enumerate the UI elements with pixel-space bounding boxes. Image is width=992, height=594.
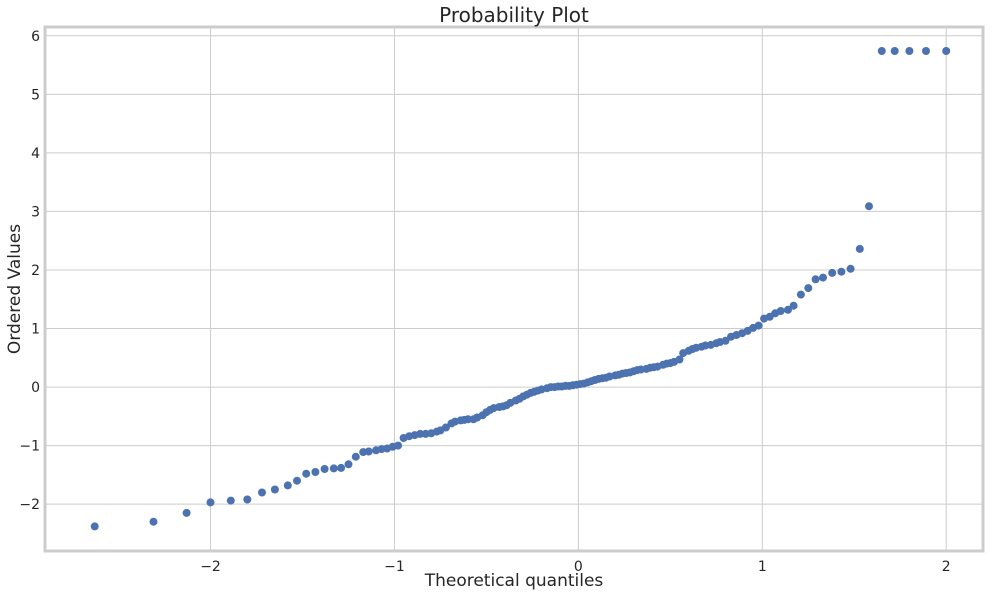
data-point bbox=[784, 305, 792, 314]
y-tick-label: 2 bbox=[31, 263, 40, 279]
data-point bbox=[776, 307, 785, 315]
data-point bbox=[270, 485, 279, 494]
data-point bbox=[90, 522, 99, 531]
data-point bbox=[441, 423, 450, 432]
x-tick-label: 1 bbox=[758, 559, 767, 575]
y-axis-label: Ordered Values bbox=[5, 224, 25, 354]
y-tick-label: 5 bbox=[31, 87, 40, 103]
data-point bbox=[754, 321, 763, 330]
y-tick-label: 0 bbox=[31, 380, 40, 396]
data-point bbox=[283, 481, 292, 490]
y-tick-label: 6 bbox=[31, 29, 40, 45]
data-point bbox=[837, 267, 846, 276]
data-point bbox=[464, 415, 472, 424]
data-point bbox=[721, 336, 730, 345]
data-point bbox=[890, 47, 899, 55]
chart-title: Probability Plot bbox=[439, 3, 589, 27]
data-point bbox=[416, 429, 425, 438]
data-point bbox=[819, 273, 827, 282]
plot-frame bbox=[43, 25, 985, 553]
x-tick-label: −1 bbox=[384, 559, 405, 575]
y-tick-label: −1 bbox=[19, 439, 40, 455]
data-point bbox=[182, 508, 191, 517]
data-point bbox=[905, 47, 914, 55]
data-point bbox=[942, 47, 951, 55]
data-point bbox=[877, 47, 886, 55]
data-point bbox=[351, 452, 360, 461]
data-point bbox=[865, 202, 873, 211]
data-point bbox=[337, 463, 346, 472]
data-point bbox=[243, 495, 252, 504]
data-point bbox=[922, 47, 930, 55]
data-point bbox=[846, 264, 855, 273]
y-tick-label: −2 bbox=[19, 497, 40, 513]
y-tick-label: 1 bbox=[31, 322, 40, 338]
data-points bbox=[90, 47, 951, 531]
data-point bbox=[796, 290, 805, 299]
y-tick-label: 3 bbox=[31, 204, 40, 220]
data-point bbox=[258, 488, 266, 497]
data-point bbox=[311, 468, 320, 476]
data-point bbox=[226, 496, 235, 505]
data-point bbox=[329, 464, 338, 473]
data-point bbox=[344, 460, 353, 469]
data-point bbox=[149, 517, 158, 526]
data-point bbox=[789, 301, 798, 310]
tick-labels: −2 −1 0 1 2 −2 −1 0 1 2 3 4 5 6 bbox=[19, 29, 950, 575]
data-point bbox=[828, 268, 837, 277]
data-point bbox=[394, 441, 403, 450]
data-point bbox=[811, 275, 820, 284]
x-tick-label: 0 bbox=[574, 559, 583, 575]
y-tick-label: 4 bbox=[31, 146, 40, 162]
x-axis-label: Theoretical quantiles bbox=[424, 571, 604, 591]
data-point bbox=[804, 284, 813, 293]
grid-lines bbox=[45, 27, 983, 551]
x-tick-label: 2 bbox=[942, 559, 951, 575]
data-point bbox=[302, 469, 311, 478]
data-point bbox=[320, 465, 329, 473]
data-point bbox=[855, 244, 864, 253]
data-point bbox=[675, 355, 684, 364]
x-tick-label: −2 bbox=[200, 559, 221, 575]
data-point bbox=[364, 447, 373, 456]
data-point bbox=[206, 498, 215, 507]
data-point bbox=[293, 476, 301, 485]
